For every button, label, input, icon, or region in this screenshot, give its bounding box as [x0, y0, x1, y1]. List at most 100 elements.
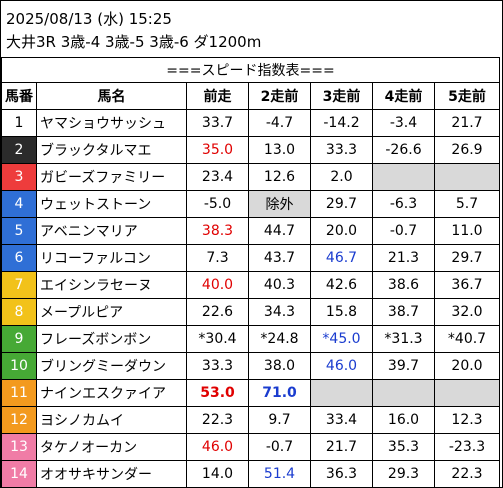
speed-index-cell: *24.8: [248, 325, 311, 353]
speed-index-cell: *30.4: [186, 325, 249, 353]
speed-index-cell: -0.7: [372, 217, 435, 245]
speed-index-cell: 33.7: [186, 109, 249, 137]
speed-index-cell: 46.0: [186, 433, 249, 461]
horse-number: 10: [1, 352, 37, 380]
speed-index-cell: 38.7: [372, 298, 435, 326]
horse-name: メープルピア: [36, 298, 187, 326]
speed-index-cell: 21.7: [310, 433, 373, 461]
speed-index-cell: 71.0: [248, 379, 311, 407]
horse-name: ブラックタルマエ: [36, 136, 187, 164]
speed-index-cell: 9.7: [248, 406, 311, 434]
speed-index-cell: 5.7: [434, 190, 500, 218]
speed-index-cell: *31.3: [372, 325, 435, 353]
table-row: 9 フレーズボンボン *30.4 *24.8 *45.0 *31.3 *40.7: [1, 325, 500, 353]
column-header: 前走: [186, 82, 249, 110]
column-header: 馬番: [1, 82, 37, 110]
speed-index-cell: 35.0: [186, 136, 249, 164]
table-row: 6 リコーファルコン 7.3 43.7 46.7 21.3 29.7: [1, 244, 500, 272]
speed-index-cell: [372, 379, 435, 407]
table-row: 1 ヤマショウサッシュ 33.7 -4.7 -14.2 -3.4 21.7: [1, 109, 500, 137]
column-header: 馬名: [36, 82, 187, 110]
table-row: 10 ブリングミーダウン 33.3 38.0 46.0 39.7 20.0: [1, 352, 500, 380]
horse-number: 4: [1, 190, 37, 218]
speed-index-cell: 42.6: [310, 271, 373, 299]
speed-index-cell: -0.7: [248, 433, 311, 461]
horse-number: 14: [1, 460, 37, 488]
speed-index-cell: 33.3: [186, 352, 249, 380]
speed-index-cell: -4.7: [248, 109, 311, 137]
table-row: 11 ナインエスクァイア 53.0 71.0: [1, 379, 500, 407]
speed-index-cell: 除外: [248, 190, 311, 218]
horse-number: 7: [1, 271, 37, 299]
horse-number: 5: [1, 217, 37, 245]
speed-index-cell: [372, 163, 435, 191]
speed-index-cell: 33.3: [310, 136, 373, 164]
speed-index-cell: 29.7: [310, 190, 373, 218]
speed-index-cell: *45.0: [310, 325, 373, 353]
speed-index-cell: 38.6: [372, 271, 435, 299]
speed-index-cell: 44.7: [248, 217, 311, 245]
column-header-row: 馬番 馬名 前走 2走前 3走前 4走前 5走前: [1, 82, 500, 110]
horse-number: 1: [1, 109, 37, 137]
speed-index-cell: *40.7: [434, 325, 500, 353]
column-header: 5走前: [434, 82, 500, 110]
speed-index-cell: 40.3: [248, 271, 311, 299]
speed-index-cell: [434, 163, 500, 191]
speed-index-cell: 39.7: [372, 352, 435, 380]
speed-index-cell: 7.3: [186, 244, 249, 272]
table-row: 7 エイシンラセーヌ 40.0 40.3 42.6 38.6 36.7: [1, 271, 500, 299]
speed-index-cell: 13.0: [248, 136, 311, 164]
horse-name: ガビーズファミリー: [36, 163, 187, 191]
speed-index-cell: 33.4: [310, 406, 373, 434]
speed-index-cell: 15.8: [310, 298, 373, 326]
table-row: 2 ブラックタルマエ 35.0 13.0 33.3 -26.6 26.9: [1, 136, 500, 164]
speed-index-cell: 38.0: [248, 352, 311, 380]
column-header: 3走前: [310, 82, 373, 110]
horse-name: リコーファルコン: [36, 244, 187, 272]
speed-index-cell: 40.0: [186, 271, 249, 299]
speed-index-cell: 53.0: [186, 379, 249, 407]
speed-index-cell: 46.7: [310, 244, 373, 272]
speed-index-cell: 35.3: [372, 433, 435, 461]
horse-name: ウェットストーン: [36, 190, 187, 218]
speed-index-cell: 11.0: [434, 217, 500, 245]
table-row: 12 ヨシノカムイ 22.3 9.7 33.4 16.0 12.3: [1, 406, 500, 434]
race-info-line: 大井3R 3歳-4 3歳-5 3歳-6 ダ1200m: [6, 33, 262, 51]
horse-number: 6: [1, 244, 37, 272]
speed-index-cell: -26.6: [372, 136, 435, 164]
speed-index-table: ===スピード指数表=== 馬番 馬名 前走 2走前 3走前 4走前 5走前 1 ヤマショウサ…: [1, 57, 500, 488]
speed-index-cell: 20.0: [310, 217, 373, 245]
table-row: 14 オオサキサンダー 14.0 51.4 36.3 29.3 22.3: [1, 460, 500, 488]
table-row: 3 ガビーズファミリー 23.4 12.6 2.0: [1, 163, 500, 191]
horse-number: 11: [1, 379, 37, 407]
speed-index-cell: 2.0: [310, 163, 373, 191]
speed-index-cell: 22.3: [434, 460, 500, 488]
horse-name: ヤマショウサッシュ: [36, 109, 187, 137]
horse-number: 3: [1, 163, 37, 191]
speed-index-cell: [434, 379, 500, 407]
table-row: 8 メープルピア 22.6 34.3 15.8 38.7 32.0: [1, 298, 500, 326]
column-header: 4走前: [372, 82, 435, 110]
speed-index-cell: 12.6: [248, 163, 311, 191]
speed-index-cell: 43.7: [248, 244, 311, 272]
speed-index-cell: 16.0: [372, 406, 435, 434]
speed-index-cell: 29.7: [434, 244, 500, 272]
horse-name: タケノオーカン: [36, 433, 187, 461]
horse-number: 9: [1, 325, 37, 353]
speed-index-cell: 14.0: [186, 460, 249, 488]
speed-index-cell: 23.4: [186, 163, 249, 191]
speed-index-cell: 46.0: [310, 352, 373, 380]
speed-index-cell: 34.3: [248, 298, 311, 326]
table-row: 13 タケノオーカン 46.0 -0.7 21.7 35.3 -23.3: [1, 433, 500, 461]
horse-number: 13: [1, 433, 37, 461]
horse-name: ブリングミーダウン: [36, 352, 187, 380]
table-row: 4 ウェットストーン -5.0 除外 29.7 -6.3 5.7: [1, 190, 500, 218]
speed-index-cell: 26.9: [434, 136, 500, 164]
speed-index-cell: 21.7: [434, 109, 500, 137]
speed-index-cell: -23.3: [434, 433, 500, 461]
speed-index-cell: 20.0: [434, 352, 500, 380]
horse-name: オオサキサンダー: [36, 460, 187, 488]
speed-index-cell: -5.0: [186, 190, 249, 218]
speed-index-cell: 38.3: [186, 217, 249, 245]
speed-index-cell: 51.4: [248, 460, 311, 488]
